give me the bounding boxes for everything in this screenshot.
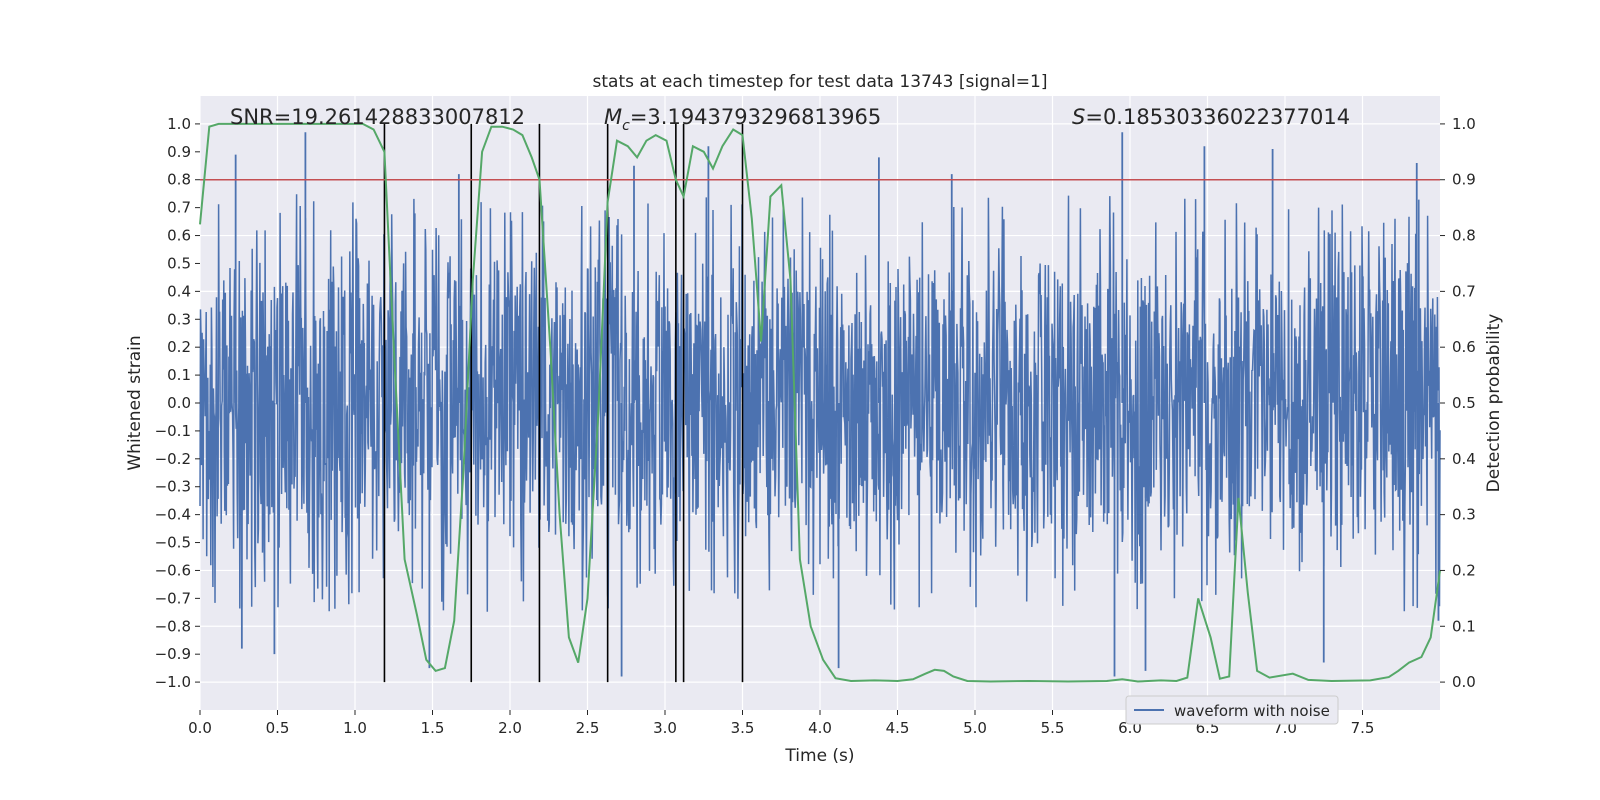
probability-series — [199, 122, 1441, 683]
x-tick-label: 3.0 — [653, 719, 677, 737]
y-tick-label: −0.4 — [155, 506, 191, 524]
y2-tick-label: 0.6 — [1452, 338, 1476, 356]
chirp-mass-value: =3.1943793296813965 — [630, 105, 881, 129]
y2-tick-label: 0.2 — [1452, 561, 1476, 579]
y-tick-label: 0.6 — [167, 227, 191, 245]
y-tick-label: 0.4 — [167, 282, 191, 300]
y-tick-label: 0.1 — [167, 366, 191, 384]
legend: waveform with noise — [1125, 695, 1339, 725]
x-tick-label: 4.5 — [886, 719, 910, 737]
y2-tick-label: 0.8 — [1452, 227, 1476, 245]
chirp-mass-subscript: c — [622, 118, 630, 134]
noise-trace — [199, 194, 1441, 612]
y-tick-label: −0.2 — [155, 450, 191, 468]
snr-annotation: SNR=19.261428833007812 — [230, 105, 525, 129]
y-tick-label: −0.9 — [155, 645, 191, 663]
s-value: =0.18530336022377014 — [1085, 105, 1350, 129]
chirp-mass-symbol: M — [604, 105, 622, 129]
y2-tick-label: 0.9 — [1452, 171, 1476, 189]
chirp-mass-annotation: Mc=3.1943793296813965 — [604, 105, 881, 134]
legend-box — [1125, 695, 1339, 725]
y-axis-label: Whitened strain — [125, 335, 145, 470]
y-tick-label: −0.8 — [155, 617, 191, 635]
y-tick-label: 0.8 — [167, 171, 191, 189]
y-tick-label: 0.2 — [167, 338, 191, 356]
y-tick-label: −1.0 — [155, 673, 191, 691]
s-symbol: S — [1072, 105, 1085, 129]
y2-axis-label: Detection probability — [1484, 314, 1504, 493]
x-tick-label: 0.5 — [266, 719, 290, 737]
y-tick-label: −0.1 — [155, 422, 191, 440]
x-tick-label: 0.0 — [188, 719, 212, 737]
waveform-series — [199, 132, 1441, 677]
y-tick-label: −0.7 — [155, 589, 191, 607]
y-tick-label: 0.9 — [167, 143, 191, 161]
x-axis-label: Time (s) — [784, 746, 854, 766]
x-tick-label: 2.5 — [576, 719, 600, 737]
y-tick-label: 1.0 — [167, 115, 191, 133]
probability-line — [199, 122, 1441, 683]
x-tick-label: 3.5 — [731, 719, 755, 737]
y2-tick-label: 0.1 — [1452, 617, 1476, 635]
x-tick-label: 1.5 — [421, 719, 445, 737]
chart-title: stats at each timestep for test data 137… — [593, 72, 1048, 92]
y2-tick-label: 0.3 — [1452, 506, 1476, 524]
y2-tick-label: 0.7 — [1452, 282, 1476, 300]
x-tick-label: 5.5 — [1041, 719, 1065, 737]
x-tick-label: 5.0 — [963, 719, 987, 737]
x-tick-label: 4.0 — [808, 719, 832, 737]
y-tick-label: −0.5 — [155, 534, 191, 552]
y-tick-label: 0.3 — [167, 310, 191, 328]
axis-ticks: 0.0 0.5 1.0 1.5 2.0 2.5 3.0 3.5 4.0 4.5 5.0 5.5 6.0 6… — [155, 115, 1476, 737]
y-tick-label: −0.6 — [155, 561, 191, 579]
x-tick-label: 2.0 — [498, 719, 522, 737]
y2-tick-label: 0.5 — [1452, 394, 1476, 412]
y2-tick-label: 0.0 — [1452, 673, 1476, 691]
legend-label: waveform with noise — [1174, 702, 1330, 720]
y2-tick-label: 1.0 — [1452, 115, 1476, 133]
s-annotation: S=0.18530336022377014 — [1072, 105, 1350, 129]
x-tick-label: 7.5 — [1351, 719, 1375, 737]
y-tick-label: 0.5 — [167, 254, 191, 272]
y2-tick-label: 0.4 — [1452, 450, 1476, 468]
y-tick-label: −0.3 — [155, 478, 191, 496]
x-tick-label: 1.0 — [343, 719, 367, 737]
y-tick-label: 0.7 — [167, 199, 191, 217]
y-tick-label: 0.0 — [167, 394, 191, 412]
